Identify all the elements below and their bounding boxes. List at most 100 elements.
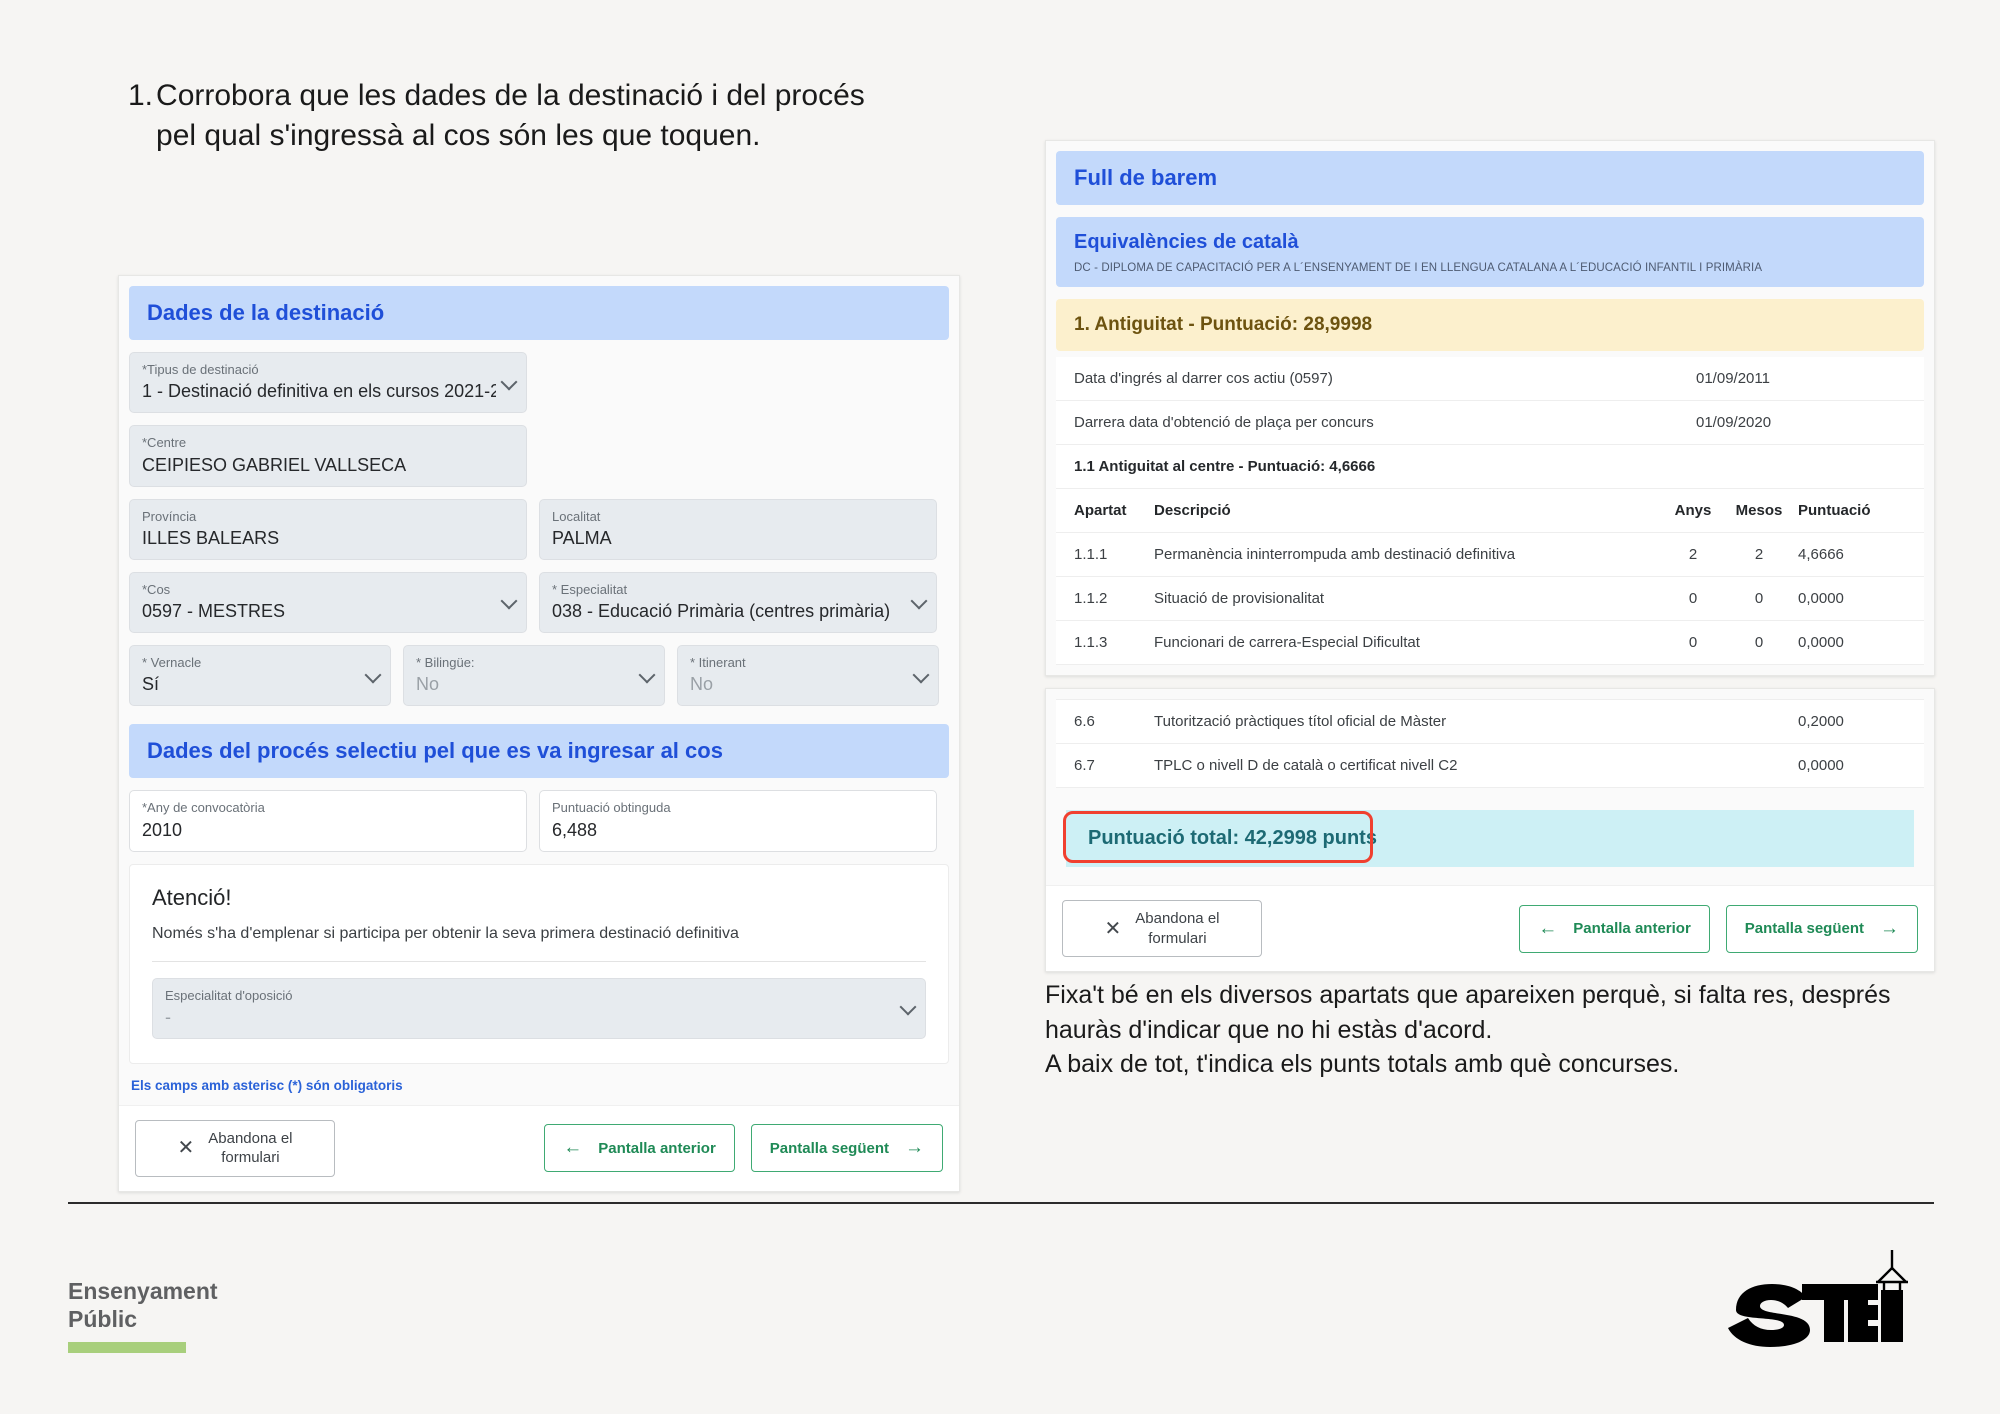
cell-apartat: 1.1.2 [1056,576,1148,622]
abandon-label: Abandona el formulari [208,1129,293,1167]
field-row-proces: *Any de convocatòria 2010 Puntuació obti… [129,790,949,852]
field-value: No [416,674,440,695]
chevron-down-icon[interactable] [638,666,656,684]
field-bilingue[interactable]: * Bilingüe: No [403,645,665,707]
next-label: Pantalla següent [1744,920,1864,937]
cell-puntuacio: 0,0000 [1792,576,1924,622]
field-row-centre: *Centre CEIPIESO GABRIEL VALLSECA [129,425,949,487]
field-puntuacio-obtinguda[interactable]: Puntuació obtinguda 6,488 [539,790,937,852]
field-tipus-destinacio[interactable]: *Tipus de destinació 1 - Destinació defi… [129,352,527,414]
field-value: 2010 [142,819,183,840]
cell-descripcio: TPLC o nivell D de català o certificat n… [1148,743,1792,788]
field-itinerant[interactable]: * Itinerant No [677,645,939,707]
section-header-proces: Dades del procés selectiu pel que es va … [129,724,949,779]
barem-table-altres: 6.6 Tutorització pràctiques títol oficia… [1056,700,1924,788]
kv-value: 01/09/2020 [1696,414,1772,432]
chevron-down-icon[interactable] [912,666,930,684]
kv-key: Darrera data d'obtenció de plaça per con… [1074,414,1374,432]
field-centre[interactable]: *Centre CEIPIESO GABRIEL VALLSECA [129,425,527,487]
field-value: CEIPIESO GABRIEL VALLSECA [142,454,407,475]
field-value: 6,488 [552,819,598,840]
instruction-block: 1. Corrobora que les dades de la destina… [128,76,888,156]
previous-screen-button[interactable]: ← Pantalla anterior [1519,904,1710,953]
barem-panel-top: Full de barem Equivalències de català DC… [1045,140,1935,677]
notice-divider [152,960,926,962]
field-any-convocatoria[interactable]: *Any de convocatòria 2010 [129,790,527,852]
table-header-row: Apartat Descripció Anys Mesos Puntuació [1056,489,1924,534]
field-cos[interactable]: *Cos 0597 - MESTRES [129,571,527,633]
field-localitat[interactable]: Localitat PALMA [539,498,937,560]
cell-descripcio: Situació de provisionalitat [1148,576,1660,622]
chevron-down-icon[interactable] [910,592,928,610]
cell-descripcio: Tutorització pràctiques títol oficial de… [1148,700,1792,744]
table-row: 6.7 TPLC o nivell D de català o certific… [1056,743,1924,788]
field-label: *Centre [142,435,187,451]
stei-logo [1726,1248,1926,1353]
field-row-cos-especialitat: *Cos 0597 - MESTRES * Especialitat 038 -… [129,571,949,633]
abandon-form-button[interactable]: ✕ Abandona el formulari [1062,900,1262,957]
total-score-band: Puntuació total: 42,2998 punts [1066,810,1914,867]
barem-panel-bottom: 6.6 Tutorització pràctiques títol oficia… [1045,688,1935,972]
attention-notice: Atenció! Només s'ha d'emplenar si partic… [129,863,949,1064]
antiguitat-detail: Data d'ingrés al darrer cos actiu (0597)… [1056,357,1924,666]
field-row-provincia-localitat: Província ILLES BALEARS Localitat PALMA [129,498,949,560]
field-provincia[interactable]: Província ILLES BALEARS [129,498,527,560]
th-mesos: Mesos [1726,489,1792,534]
form-body: Dades de la destinació *Tipus de destina… [119,276,959,1105]
barem-table-extra-wrap: 6.6 Tutorització pràctiques títol oficia… [1056,699,1924,788]
notice-title: Atenció! [152,884,232,910]
subsection-antiguitat-centre: 1.1 Antiguitat al centre - Puntuació: 4,… [1056,445,1924,490]
field-label: *Tipus de destinació [142,362,259,377]
destination-form-panel: Dades de la destinació *Tipus de destina… [118,275,960,1192]
table-row: 1.1.3 Funcionari de carrera-Especial Dif… [1056,620,1924,666]
barem-title: Full de barem [1056,151,1924,205]
table-row: 1.1.2 Situació de provisionalitat 0 0 0,… [1056,576,1924,622]
field-row-vernacle-bilingue-itinerant: * Vernacle Sí * Bilingüe: No * Itinerant… [129,645,949,707]
field-label: *Any de convocatòria [142,800,265,816]
field-value: PALMA [552,527,612,548]
chevron-down-icon[interactable] [500,592,518,610]
footer-divider [68,1202,1934,1204]
stei-letter-i [1881,1290,1903,1342]
th-puntuacio: Puntuació [1792,489,1924,534]
left-form-button-bar: ✕ Abandona el formulari ← Pantalla anter… [119,1104,959,1191]
field-especialitat-oposicio[interactable]: Especialitat d'oposició - [152,977,926,1039]
table-row: 6.6 Tutorització pràctiques títol oficia… [1056,700,1924,744]
field-value: 038 - Educació Primària (centres primàri… [552,601,891,621]
cell-apartat: 1.1.3 [1056,620,1148,666]
equivalencies-block: Equivalències de català DC - DIPLOMA DE … [1056,217,1924,288]
field-especialitat[interactable]: * Especialitat 038 - Educació Primària (… [539,571,937,633]
stei-letter-e [1848,1284,1878,1342]
field-value: No [690,674,714,695]
windmill-icon [1876,1250,1908,1292]
th-anys: Anys [1660,489,1726,534]
instruction-number: 1. [128,79,154,112]
field-value: 1 - Destinació definitiva en els cursos … [142,381,496,402]
instruction-text: Corrobora que les dades de la destinació… [156,79,865,152]
paragraph-line-1: Fixa't bé en els diversos apartats que a… [1045,981,1891,1044]
previous-label: Pantalla anterior [1573,920,1691,937]
antiguitat-header: 1. Antiguitat - Puntuació: 28,9998 [1056,299,1924,352]
field-vernacle[interactable]: * Vernacle Sí [129,645,391,707]
brand-line-2: Públic [68,1305,138,1332]
previous-label: Pantalla anterior [598,1139,716,1157]
barem-body-bottom: 6.6 Tutorització pràctiques títol oficia… [1046,689,1934,885]
kv-row-ingres: Data d'ingrés al darrer cos actiu (0597)… [1056,357,1924,402]
chevron-down-icon[interactable] [899,998,917,1016]
next-screen-button[interactable]: Pantalla següent → [750,1124,943,1173]
field-label: * Bilingüe: [416,655,475,670]
cell-anys: 0 [1660,576,1726,622]
cell-puntuacio: 4,6666 [1792,532,1924,578]
cell-mesos: 0 [1726,620,1792,666]
field-label: Província [142,508,197,524]
chevron-down-icon[interactable] [364,666,382,684]
equivalencies-description: DC - DIPLOMA DE CAPACITACIÓ PER A L´ENSE… [1074,262,1763,274]
paragraph-line-2: A baix de tot, t'indica els punts totals… [1045,1050,1680,1078]
abandon-form-button[interactable]: ✕ Abandona el formulari [135,1119,335,1177]
th-descripcio: Descripció [1148,489,1660,534]
previous-screen-button[interactable]: ← Pantalla anterior [544,1124,735,1173]
kv-row-concurs: Darrera data d'obtenció de plaça per con… [1056,401,1924,446]
arrow-right-icon: → [905,1137,924,1159]
next-screen-button[interactable]: Pantalla següent → [1725,904,1918,953]
chevron-down-icon[interactable] [500,373,518,391]
